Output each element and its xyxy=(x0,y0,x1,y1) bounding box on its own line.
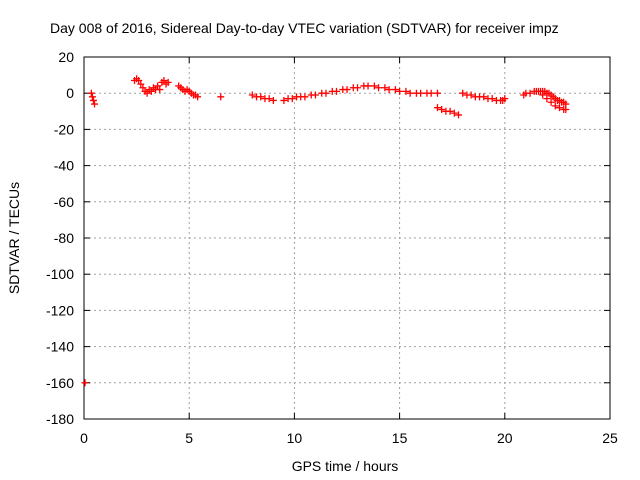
data-point xyxy=(375,84,383,92)
data-point xyxy=(164,78,172,86)
data-point xyxy=(467,91,475,99)
data-point xyxy=(257,93,265,101)
data-point xyxy=(217,93,225,101)
data-point xyxy=(391,86,399,94)
y-tick-label: -80 xyxy=(54,230,74,246)
y-tick-label: -100 xyxy=(46,266,74,282)
y-tick-label: -140 xyxy=(46,339,74,355)
data-point xyxy=(311,91,319,99)
data-point xyxy=(91,100,99,108)
chart-title: Day 008 of 2016, Sidereal Day-to-day VTE… xyxy=(50,20,559,36)
y-axis-label: SDTVAR / TECUs xyxy=(6,182,22,294)
y-tick-label: -40 xyxy=(54,158,74,174)
data-points xyxy=(81,75,570,387)
data-point xyxy=(160,77,168,85)
data-point xyxy=(143,89,151,97)
y-tick-label: -120 xyxy=(46,302,74,318)
data-point xyxy=(280,96,288,104)
grid xyxy=(84,57,610,419)
plot-frame xyxy=(83,56,611,420)
data-point xyxy=(480,93,488,101)
data-point xyxy=(322,89,330,97)
x-tick-label: 0 xyxy=(80,430,88,446)
data-point xyxy=(343,86,351,94)
data-point xyxy=(562,105,570,113)
data-point xyxy=(88,93,96,101)
y-tick-label: -60 xyxy=(54,194,74,210)
data-point xyxy=(194,93,202,101)
x-tick-label: 5 xyxy=(185,430,193,446)
data-point xyxy=(459,89,467,97)
data-point xyxy=(433,89,441,97)
data-point xyxy=(156,86,164,94)
data-point xyxy=(248,91,256,99)
data-point xyxy=(288,95,296,103)
data-point xyxy=(551,102,559,110)
data-point xyxy=(501,95,509,103)
data-point xyxy=(364,82,372,90)
x-tick-label: 25 xyxy=(602,430,618,446)
data-point xyxy=(406,89,414,97)
y-tick-label: 0 xyxy=(66,85,74,101)
data-point xyxy=(301,93,309,101)
data-point xyxy=(370,82,378,90)
data-point xyxy=(455,111,463,119)
data-point xyxy=(438,105,446,113)
data-point xyxy=(354,84,362,92)
data-point xyxy=(139,84,147,92)
y-tick-label: -180 xyxy=(46,411,74,427)
data-point xyxy=(547,98,555,106)
data-point xyxy=(417,89,425,97)
axis-ticks: 20 0 -20 -40 -60 -80 -100 -120 -140 -160 -180 0 5 10 1… xyxy=(46,49,618,446)
data-point xyxy=(269,96,277,104)
data-point xyxy=(89,96,97,104)
data-point xyxy=(450,109,458,117)
data-point xyxy=(87,89,95,97)
data-point xyxy=(81,379,89,387)
x-tick-label: 10 xyxy=(287,430,303,446)
data-point xyxy=(147,87,155,95)
data-point xyxy=(402,87,410,95)
data-point xyxy=(556,104,564,112)
data-point xyxy=(154,82,162,90)
data-point xyxy=(433,104,441,112)
data-point xyxy=(427,89,435,97)
data-point xyxy=(385,86,393,94)
data-point xyxy=(488,95,496,103)
data-point xyxy=(539,91,547,99)
data-point xyxy=(543,95,551,103)
data-point xyxy=(265,95,273,103)
x-tick-label: 20 xyxy=(497,430,513,446)
x-tick-label: 15 xyxy=(392,430,408,446)
data-point xyxy=(332,87,340,95)
data-point xyxy=(381,84,389,92)
data-point xyxy=(526,89,534,97)
y-tick-label: -160 xyxy=(46,375,74,391)
data-point xyxy=(446,107,454,115)
x-axis-label: GPS time / hours xyxy=(292,458,399,474)
data-point xyxy=(137,80,145,88)
y-tick-label: -20 xyxy=(54,121,74,137)
data-point xyxy=(135,77,143,85)
y-tick-label: 20 xyxy=(58,49,74,65)
data-point xyxy=(396,87,404,95)
